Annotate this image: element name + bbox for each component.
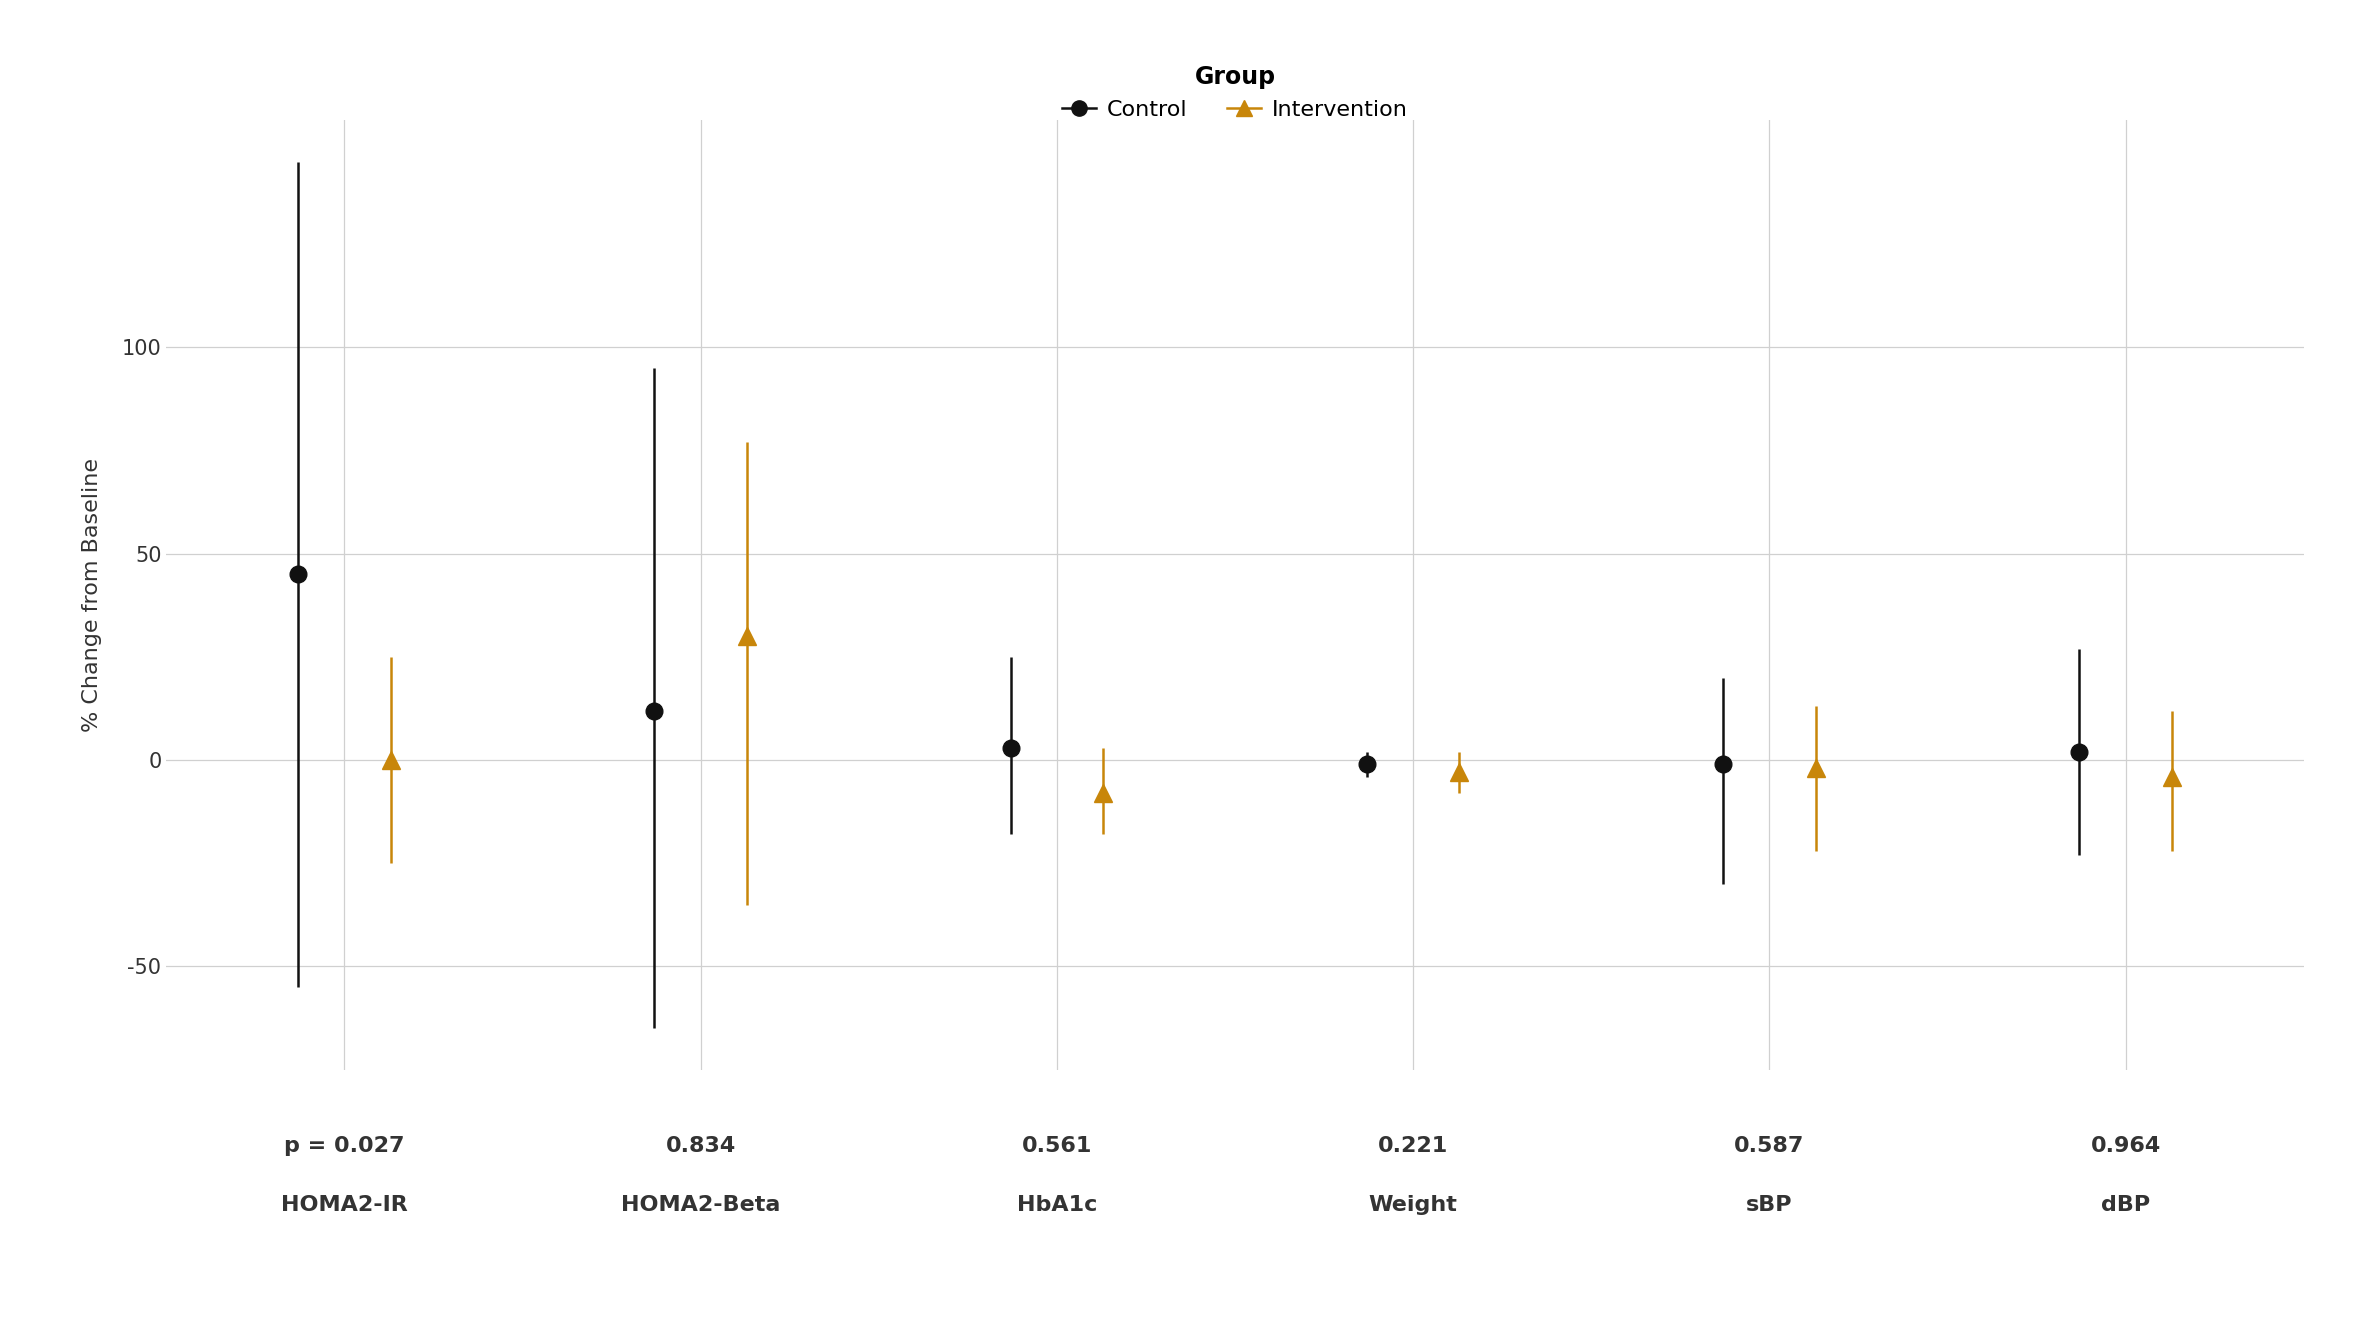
Text: 0.221: 0.221 — [1378, 1136, 1449, 1157]
Text: p = 0.027: p = 0.027 — [285, 1136, 404, 1157]
Text: 0.587: 0.587 — [1734, 1136, 1805, 1157]
Text: HOMA2-IR: HOMA2-IR — [280, 1194, 408, 1214]
Text: 0.834: 0.834 — [665, 1136, 736, 1157]
Text: Weight: Weight — [1368, 1194, 1458, 1214]
Text: dBP: dBP — [2102, 1194, 2149, 1214]
Text: HOMA2-Beta: HOMA2-Beta — [620, 1194, 781, 1214]
Text: 0.964: 0.964 — [2090, 1136, 2161, 1157]
Legend: Control, Intervention: Control, Intervention — [1062, 66, 1408, 120]
Text: HbA1c: HbA1c — [1016, 1194, 1097, 1214]
Text: 0.561: 0.561 — [1021, 1136, 1092, 1157]
Text: sBP: sBP — [1746, 1194, 1793, 1214]
Y-axis label: % Change from Baseline: % Change from Baseline — [83, 459, 102, 731]
